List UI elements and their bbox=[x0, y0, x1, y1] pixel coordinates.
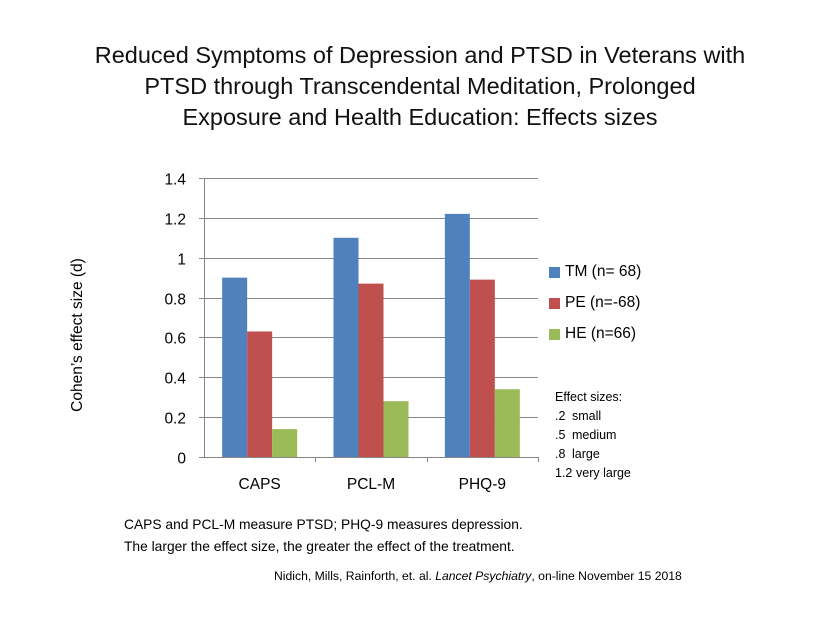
citation-journal: Lancet Psychiatry bbox=[435, 569, 532, 583]
y-tick-label: 1.4 bbox=[164, 172, 186, 189]
bar bbox=[272, 429, 298, 457]
effect-size-row: .2 small bbox=[555, 407, 631, 426]
bar bbox=[494, 389, 520, 457]
y-axis-title: Cohen’s effect size (d) bbox=[69, 258, 86, 412]
chart-title: Reduced Symptoms of Depression and PTSD … bbox=[60, 40, 780, 133]
effect-size-row: .8 large bbox=[555, 445, 631, 464]
effect-size-code: 1.2 bbox=[555, 466, 573, 480]
legend-label-he: HE (n=66) bbox=[565, 325, 637, 342]
bar bbox=[222, 277, 248, 457]
effect-size-label: medium bbox=[572, 428, 617, 442]
effect-size-label: small bbox=[572, 409, 602, 423]
title-line: Reduced Symptoms of Depression and PTSD … bbox=[94, 42, 746, 68]
effect-size-code: .2 bbox=[555, 409, 566, 423]
y-tick-label: 0.8 bbox=[164, 292, 186, 309]
legend-swatch-tm bbox=[549, 267, 560, 278]
legend-item-he: HE (n=66) bbox=[549, 325, 679, 356]
citation-authors: Nidich, Mills, Rainforth, et. al. bbox=[274, 569, 436, 583]
legend-item-pe: PE (n=-68) bbox=[549, 294, 679, 325]
legend-label-tm: TM (n= 68) bbox=[565, 263, 642, 280]
title-line: PTSD through Transcendental Meditation, … bbox=[144, 73, 696, 99]
effect-size-label: large bbox=[572, 447, 600, 461]
y-tick-label: 0 bbox=[177, 451, 186, 468]
effect-sizes-key: Effect sizes: .2 small .5 medium .8 larg… bbox=[555, 388, 631, 483]
legend: TM (n= 68) PE (n=-68) HE (n=66) bbox=[549, 263, 679, 356]
citation-rest: , on-line November 15 2018 bbox=[531, 569, 682, 583]
citation: Nidich, Mills, Rainforth, et. al. Lancet… bbox=[274, 568, 682, 584]
bar bbox=[444, 213, 470, 457]
footnote-line: The larger the effect size, the greater … bbox=[124, 539, 515, 554]
effect-size-label: very large bbox=[576, 466, 631, 480]
bar bbox=[333, 237, 359, 457]
bar bbox=[383, 401, 409, 457]
footnote-line: CAPS and PCL-M measure PTSD; PHQ-9 measu… bbox=[124, 517, 523, 532]
y-tick-label: 1.2 bbox=[164, 212, 186, 229]
x-tick-label: CAPS bbox=[239, 476, 281, 493]
title-line: Exposure and Health Education: Effects s… bbox=[182, 104, 658, 130]
footnote: CAPS and PCL-M measure PTSD; PHQ-9 measu… bbox=[124, 514, 523, 558]
legend-swatch-he bbox=[549, 329, 560, 340]
legend-item-tm: TM (n= 68) bbox=[549, 263, 679, 294]
effect-size-code: .8 bbox=[555, 447, 566, 461]
effect-size-row: .5 medium bbox=[555, 426, 631, 445]
x-tick-label: PHQ-9 bbox=[459, 476, 506, 493]
bar bbox=[247, 331, 273, 457]
effect-size-row: 1.2 very large bbox=[555, 464, 631, 483]
effect-size-code: .5 bbox=[555, 428, 566, 442]
y-tick-label: 1 bbox=[177, 252, 186, 269]
bar bbox=[358, 283, 384, 457]
bar bbox=[469, 279, 495, 457]
y-tick-label: 0.2 bbox=[164, 411, 186, 428]
y-tick-label: 0.6 bbox=[164, 331, 186, 348]
legend-label-pe: PE (n=-68) bbox=[565, 294, 641, 311]
y-tick-label: 0.4 bbox=[164, 371, 186, 388]
legend-swatch-pe bbox=[549, 298, 560, 309]
effect-sizes-heading: Effect sizes: bbox=[555, 390, 623, 404]
x-tick-label: PCL-M bbox=[347, 476, 395, 493]
